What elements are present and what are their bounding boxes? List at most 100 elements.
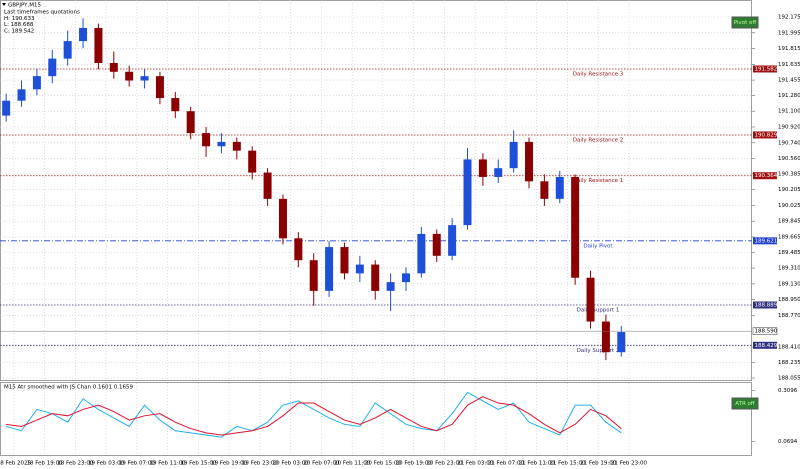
pivot-button[interactable] — [731, 16, 759, 29]
y-tick-label: 190.025 — [778, 203, 800, 209]
candle-body — [401, 273, 410, 283]
y-tick-label: 0.3096 — [778, 388, 798, 394]
candle-body — [278, 198, 287, 239]
y-tick-label: 191.280 — [778, 93, 800, 99]
x-tick-label: 19 Feb 07:00 — [119, 461, 156, 467]
y-tick-label: 189.665 — [778, 234, 800, 240]
dropdown-icon[interactable] — [2, 3, 6, 6]
candle-body — [586, 277, 595, 322]
candle-body — [186, 111, 195, 134]
y-tick-label: 190.385 — [778, 171, 800, 177]
y-tick-label: 188.950 — [778, 297, 800, 303]
indicator-line — [6, 391, 622, 438]
current-price-box — [752, 327, 778, 335]
atr-button-label[interactable]: ATR off — [735, 401, 755, 407]
x-tick-label: 19 Feb 11:00 — [150, 461, 187, 467]
level-name: Daily Resistance 3 — [573, 71, 624, 77]
x-tick-label: 21 Feb 07:00 — [488, 461, 525, 467]
level-price-box — [753, 65, 777, 73]
level-name: Daily Resistance 1 — [573, 178, 624, 184]
candle-body — [263, 172, 272, 199]
y-tick-label: 188.055 — [778, 376, 800, 382]
candle-body — [248, 150, 257, 173]
y-tick-label: 191.815 — [778, 46, 800, 52]
x-tick-label: 19 Feb 19:00 — [211, 461, 248, 467]
info-line: H: 190.633 — [4, 16, 35, 22]
candle-body — [417, 233, 426, 274]
symbol-title: GBPJPY,M15 — [8, 3, 42, 9]
y-tick-label: 189.485 — [778, 250, 800, 256]
candle-body — [109, 63, 118, 72]
candle-body — [309, 260, 318, 291]
y-tick-label: 0.0694 — [778, 439, 798, 445]
atr-button[interactable] — [731, 397, 759, 410]
candle-body — [294, 238, 303, 261]
y-tick-label: 191.100 — [778, 109, 800, 115]
candle-body — [125, 71, 134, 81]
y-tick-label: 190.205 — [778, 187, 800, 193]
level-price: 190.829 — [755, 132, 778, 138]
candle-body — [509, 141, 518, 169]
level-price-box — [753, 172, 777, 180]
x-tick-label: 18 Feb 19:00 — [27, 461, 64, 467]
y-tick-label: 189.310 — [778, 266, 800, 272]
y-tick-label: 192.175 — [778, 15, 800, 21]
candle-body — [2, 100, 11, 116]
candle-body — [217, 141, 226, 147]
candle-body — [386, 282, 395, 291]
indicator-frame — [0, 382, 752, 456]
candle-body — [571, 176, 580, 278]
candle-body — [140, 76, 149, 81]
y-tick-label: 191.455 — [778, 78, 800, 84]
indicator-title: M15 Atr smoothed with JS Chan 0.1601 0.1… — [4, 385, 133, 391]
y-tick-label: 188.235 — [778, 360, 800, 366]
level-name: Daily Support 1 — [577, 307, 620, 313]
current-price: 188.590 — [755, 329, 778, 335]
x-tick-label: 19 Feb 03:00 — [88, 461, 125, 467]
candle-body — [155, 76, 164, 99]
candle-body — [340, 247, 349, 274]
candle-body — [540, 181, 549, 199]
info-line: Last timeframes quotations — [4, 10, 80, 16]
level-price: 188.889 — [755, 302, 778, 308]
candle-body — [617, 332, 626, 353]
y-tick-label: 188.770 — [778, 313, 800, 319]
candle-body — [478, 159, 487, 177]
level-name: Daily Support 2 — [577, 348, 620, 354]
level-price: 188.429 — [755, 343, 778, 349]
level-price: 189.621 — [755, 238, 778, 244]
x-tick-label: 21 Feb 15:00 — [549, 461, 586, 467]
level-price: 191.582 — [755, 66, 778, 72]
candle-body — [79, 27, 88, 42]
candle-body — [555, 176, 564, 199]
candle-body — [63, 41, 72, 59]
candle-body — [32, 76, 41, 90]
x-tick-label: 18 Feb 23:00 — [57, 461, 94, 467]
candle-body — [355, 264, 364, 274]
level-price-box — [753, 341, 777, 349]
y-tick-label: 190.560 — [778, 156, 800, 162]
main-frame — [0, 0, 752, 381]
candle-body — [448, 225, 457, 256]
candle-body — [232, 141, 241, 151]
candle-body — [325, 247, 334, 291]
info-line: C: 189.542 — [4, 28, 34, 34]
candle-body — [171, 98, 180, 112]
indicator-line — [6, 396, 622, 436]
candle-body — [371, 264, 380, 291]
candle-body — [601, 321, 610, 353]
y-tick-label: 189.845 — [778, 219, 800, 225]
level-price-box — [753, 301, 777, 309]
x-tick-label: 18 Feb 2025 — [0, 461, 31, 467]
y-tick-label: 188.410 — [778, 344, 800, 350]
pivot-button-label[interactable]: Pivot off — [734, 20, 757, 26]
y-tick-label: 190.920 — [778, 124, 800, 130]
x-tick-label: 19 Feb 15:00 — [180, 461, 217, 467]
x-tick-label: 21 Feb 11:00 — [519, 461, 556, 467]
candle-body — [94, 27, 103, 64]
x-tick-label: 20 Feb 19:00 — [396, 461, 433, 467]
x-tick-label: 21 Feb 03:00 — [457, 461, 494, 467]
level-price: 190.364 — [755, 173, 778, 179]
level-price-box — [753, 237, 777, 245]
